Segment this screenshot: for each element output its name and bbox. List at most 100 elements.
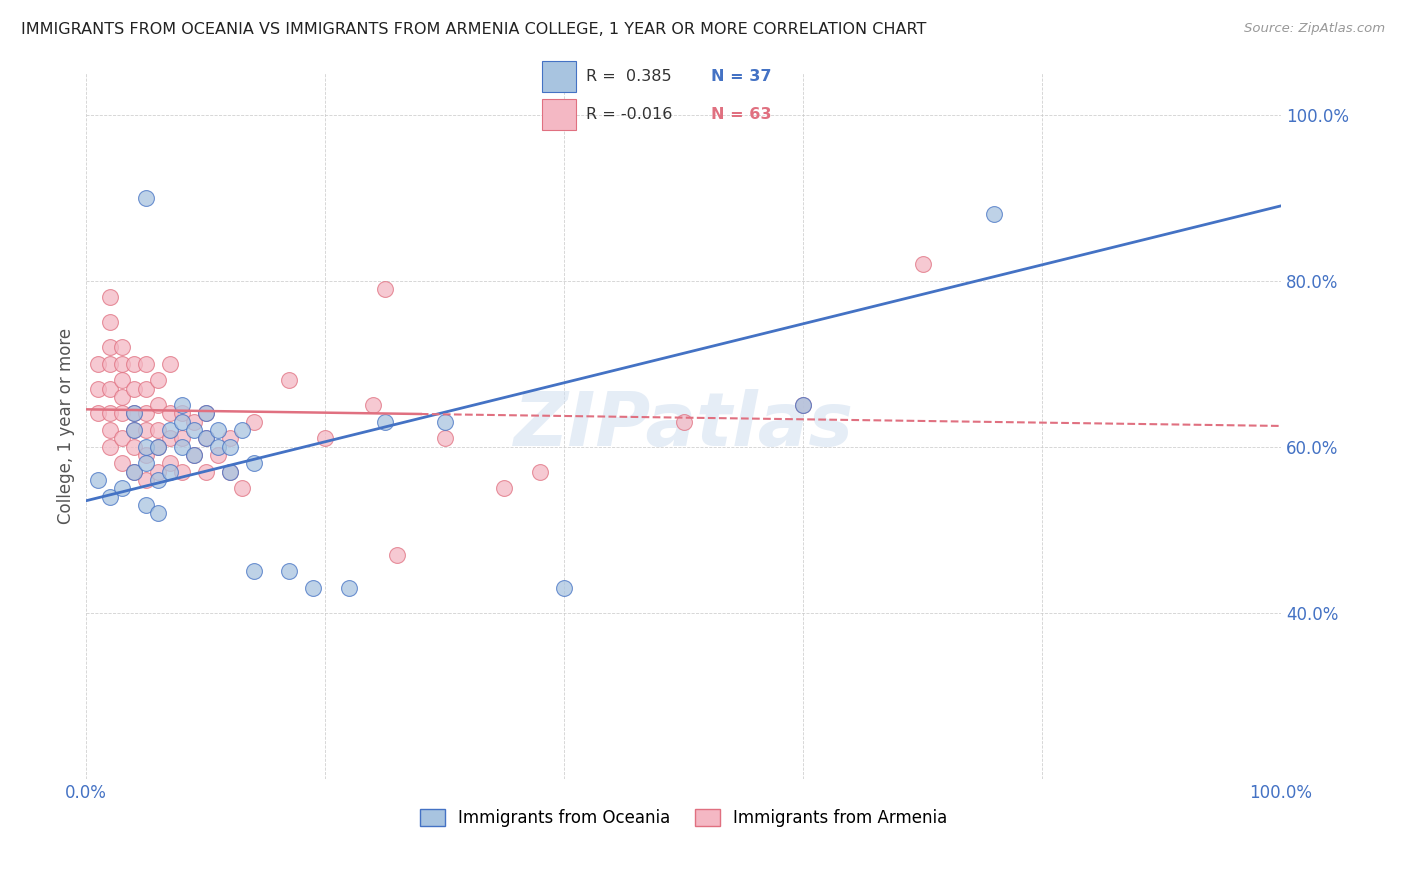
Point — [122, 357, 145, 371]
Text: R = -0.016: R = -0.016 — [586, 107, 672, 122]
Point — [146, 440, 169, 454]
Point — [361, 398, 384, 412]
Point — [159, 407, 181, 421]
Point — [111, 481, 134, 495]
Point — [98, 340, 121, 354]
Point — [111, 407, 134, 421]
Point — [194, 407, 217, 421]
Point — [218, 465, 240, 479]
Point — [159, 465, 181, 479]
Point — [98, 290, 121, 304]
Point — [135, 382, 157, 396]
Point — [146, 423, 169, 437]
Point — [159, 357, 181, 371]
Point — [433, 415, 456, 429]
Point — [122, 407, 145, 421]
Point — [374, 415, 396, 429]
Point — [146, 440, 169, 454]
Text: IMMIGRANTS FROM OCEANIA VS IMMIGRANTS FROM ARMENIA COLLEGE, 1 YEAR OR MORE CORRE: IMMIGRANTS FROM OCEANIA VS IMMIGRANTS FR… — [21, 22, 927, 37]
Point — [314, 431, 336, 445]
Point — [135, 498, 157, 512]
Point — [374, 282, 396, 296]
Text: R =  0.385: R = 0.385 — [586, 69, 672, 84]
Point — [111, 340, 134, 354]
Point — [792, 398, 814, 412]
Point — [111, 456, 134, 470]
Point — [494, 481, 516, 495]
Y-axis label: College, 1 year or more: College, 1 year or more — [58, 328, 75, 524]
Point — [122, 423, 145, 437]
Point — [231, 423, 253, 437]
Point — [98, 382, 121, 396]
Point — [170, 465, 193, 479]
Point — [135, 423, 157, 437]
Text: N = 37: N = 37 — [711, 69, 772, 84]
Point — [135, 357, 157, 371]
Point — [170, 431, 193, 445]
Point — [385, 548, 408, 562]
Point — [242, 415, 264, 429]
Point — [98, 423, 121, 437]
Point — [302, 581, 325, 595]
Point — [98, 315, 121, 329]
Point — [218, 465, 240, 479]
Point — [218, 440, 240, 454]
Text: N = 63: N = 63 — [711, 107, 772, 122]
Text: ZIPatlas: ZIPatlas — [513, 390, 853, 462]
Point — [87, 357, 110, 371]
Point — [98, 357, 121, 371]
Point — [207, 423, 229, 437]
Point — [135, 448, 157, 462]
Point — [170, 415, 193, 429]
Point — [122, 423, 145, 437]
Point — [433, 431, 456, 445]
Point — [278, 564, 301, 578]
Point — [122, 465, 145, 479]
Point — [98, 490, 121, 504]
Point — [194, 407, 217, 421]
Point — [146, 373, 169, 387]
Point — [183, 423, 205, 437]
Point — [911, 257, 934, 271]
Point — [183, 448, 205, 462]
Point — [146, 473, 169, 487]
Point — [159, 423, 181, 437]
Point — [146, 465, 169, 479]
Point — [194, 431, 217, 445]
Point — [111, 357, 134, 371]
Point — [87, 473, 110, 487]
Point — [194, 431, 217, 445]
Point — [159, 456, 181, 470]
Point — [87, 382, 110, 396]
Point — [98, 407, 121, 421]
Point — [242, 564, 264, 578]
Point — [242, 456, 264, 470]
Bar — [543, 62, 576, 92]
Point — [135, 473, 157, 487]
Point — [135, 407, 157, 421]
Point — [111, 373, 134, 387]
Point — [278, 373, 301, 387]
Point — [194, 465, 217, 479]
Point — [98, 440, 121, 454]
Text: Source: ZipAtlas.com: Source: ZipAtlas.com — [1244, 22, 1385, 36]
Point — [207, 440, 229, 454]
Point — [87, 407, 110, 421]
Point — [183, 415, 205, 429]
Point — [170, 398, 193, 412]
Point — [122, 382, 145, 396]
Point — [111, 431, 134, 445]
Point — [135, 440, 157, 454]
Point — [159, 431, 181, 445]
Point — [170, 407, 193, 421]
Point — [122, 465, 145, 479]
Point — [122, 440, 145, 454]
Point — [207, 448, 229, 462]
Point — [672, 415, 695, 429]
Point — [146, 398, 169, 412]
Point — [792, 398, 814, 412]
Bar — [543, 99, 576, 130]
Point — [170, 440, 193, 454]
Point — [337, 581, 360, 595]
Point — [231, 481, 253, 495]
